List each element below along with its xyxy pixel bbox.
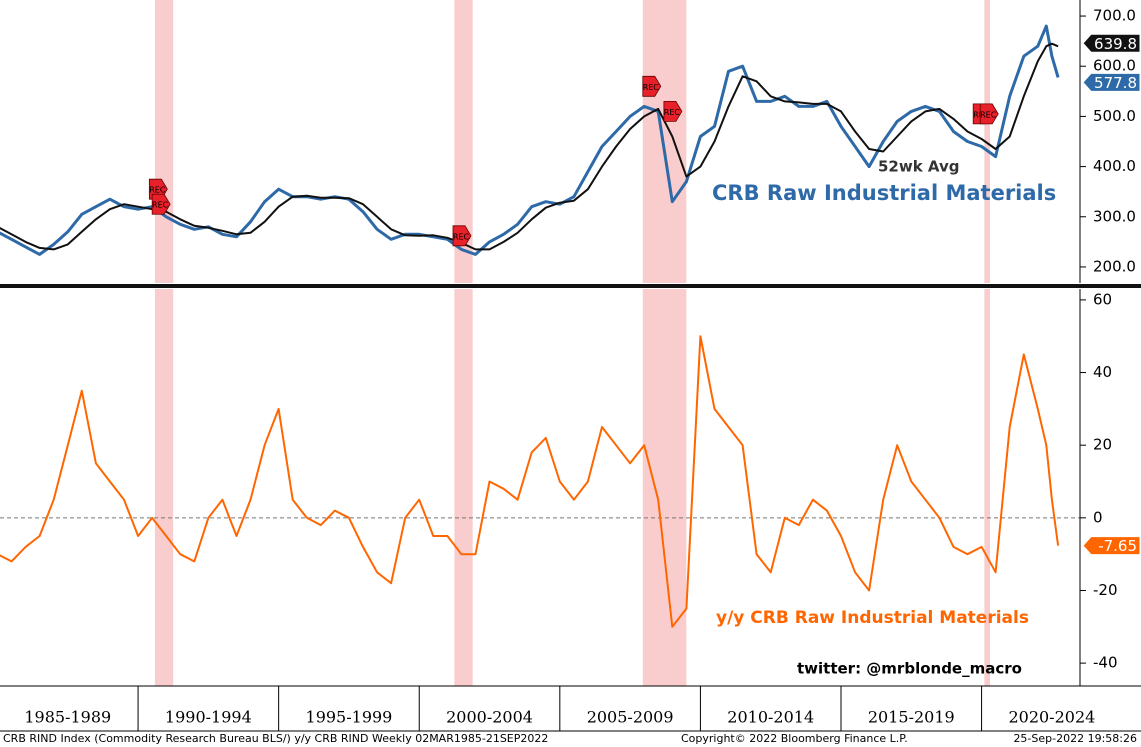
rec-marker: [151, 193, 171, 215]
series-line: [0, 335, 1060, 628]
annotation: y/y CRB Raw Industrial Materials: [716, 608, 1029, 628]
rec-marker: [452, 225, 472, 247]
y-tick-label: 40: [1093, 363, 1112, 381]
x-tick-label: 2000-2004: [446, 708, 533, 727]
x-tick-label: 2015-2019: [868, 708, 955, 727]
footer-text: CRB RIND Index (Commodity Research Burea…: [3, 732, 548, 745]
y-tick-label: -20: [1093, 581, 1118, 599]
rec-marker: [663, 100, 683, 122]
rec-label: REC: [643, 83, 660, 92]
last-value-tag: [1082, 536, 1141, 556]
x-tick-label: 2020-2024: [1008, 708, 1095, 727]
series-line: [0, 42, 1059, 251]
last-value-tag: [1082, 72, 1141, 92]
recession-band: [984, 289, 991, 686]
recession-band: [984, 0, 991, 283]
x-tick-label: 2010-2014: [727, 708, 814, 727]
recession-band: [154, 289, 174, 686]
recession-band: [454, 0, 473, 283]
last-value-label: 639.8: [1094, 35, 1137, 53]
last-value-label: -7.65: [1098, 537, 1137, 555]
last-value-label: 577.8: [1094, 74, 1137, 92]
annotation: CRB Raw Industrial Materials: [712, 181, 1056, 205]
annotation: 52wk Avg: [878, 158, 960, 176]
y-tick-label: 200.0: [1093, 257, 1136, 275]
footer-text: 25-Sep-2022 19:58:26: [1013, 732, 1137, 745]
rec-label: REC: [980, 110, 997, 119]
recession-band: [454, 289, 473, 686]
recession-band: [642, 289, 687, 686]
y-tick-label: 500.0: [1093, 107, 1136, 125]
y-tick-label: 60: [1093, 290, 1112, 308]
y-tick-label: 600.0: [1093, 57, 1136, 75]
y-tick-label: 400.0: [1093, 157, 1136, 175]
y-tick-label: 0: [1093, 508, 1103, 526]
y-tick-label: -40: [1093, 654, 1118, 672]
annotation: twitter: @mrblonde_macro: [797, 660, 1022, 678]
last-value-tag: [1082, 33, 1141, 53]
x-tick-label: 1995-1999: [306, 708, 393, 727]
y-tick-label: 300.0: [1093, 207, 1136, 225]
y-tick-label: 20: [1093, 436, 1112, 454]
panel-divider: [0, 284, 1141, 288]
recession-band: [642, 0, 687, 283]
recession-band: [154, 0, 174, 283]
series-line: [0, 24, 1060, 256]
rec-marker: [979, 103, 999, 125]
rec-marker: [642, 75, 662, 97]
rec-label: REC: [664, 108, 681, 117]
y-tick-label: 700.0: [1093, 7, 1136, 25]
x-tick-label: 1990-1994: [165, 708, 252, 727]
x-tick-label: 1985-1989: [24, 708, 111, 727]
rec-label: REC: [453, 232, 470, 241]
x-tick-label: 2005-2009: [587, 708, 674, 727]
rec-label: REC: [149, 186, 166, 195]
footer-text: Copyright© 2022 Bloomberg Finance L.P.: [681, 732, 908, 745]
rec-label: REC: [152, 201, 169, 210]
